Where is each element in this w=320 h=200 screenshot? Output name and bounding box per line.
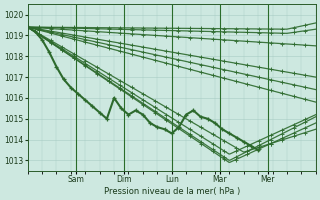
X-axis label: Pression niveau de la mer( hPa ): Pression niveau de la mer( hPa ) — [104, 187, 240, 196]
